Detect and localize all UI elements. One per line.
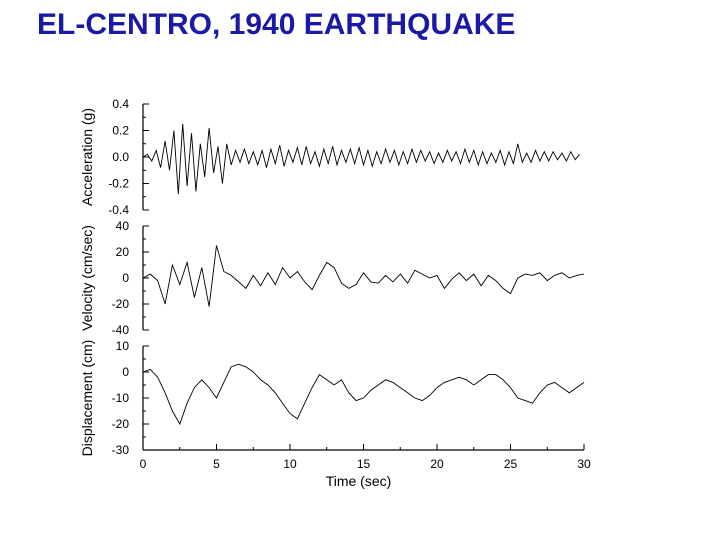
displacement-y-tick-label: 10 <box>116 339 130 353</box>
velocity-y-tick-label: -40 <box>112 323 130 337</box>
velocity-y-axis-label: Velocity (cm/sec) <box>79 225 95 331</box>
acceleration-y-axis-label: Acceleration (g) <box>79 108 95 206</box>
x-tick-label: 10 <box>283 457 297 471</box>
displacement-y-tick-label: -10 <box>112 391 130 405</box>
labels-layer: 0.4 0.2 0.0 -0.2 -0.4 Acceleration (g) 40 20 0 -2… <box>79 97 591 489</box>
acceleration-series-line <box>142 123 580 195</box>
displacement-series-line <box>142 363 585 426</box>
displacement-y-tick-label: 0 <box>122 365 129 379</box>
displacement-y-tick-label: -30 <box>112 443 130 457</box>
acceleration-y-tick-label: 0.0 <box>112 150 129 164</box>
x-tick-label: 20 <box>430 457 444 471</box>
displacement-y-axis-label: Displacement (cm) <box>79 340 95 457</box>
velocity-y-tick-label: 40 <box>116 219 130 233</box>
x-axis-label: Time (sec) <box>326 473 392 489</box>
x-tick-label: 30 <box>577 457 591 471</box>
x-tick-label: 25 <box>504 457 518 471</box>
velocity-y-tick-label: -20 <box>112 297 130 311</box>
acceleration-y-tick-label: -0.4 <box>108 203 129 217</box>
velocity-y-tick-label: 20 <box>116 245 130 259</box>
velocity-series-line <box>142 245 585 307</box>
x-tick-label: 5 <box>213 457 220 471</box>
acceleration-y-tick-label: 0.4 <box>112 97 129 111</box>
x-tick-label: 15 <box>357 457 371 471</box>
slide-title: EL-CENTRO, 1940 EARTHQUAKE <box>37 8 516 41</box>
lines-layer <box>142 123 585 426</box>
acceleration-y-tick-label: 0.2 <box>112 124 129 138</box>
displacement-y-tick-label: -20 <box>112 417 130 431</box>
acceleration-y-tick-label: -0.2 <box>108 177 129 191</box>
x-tick-label: 0 <box>140 457 147 471</box>
velocity-y-tick-label: 0 <box>122 271 129 285</box>
